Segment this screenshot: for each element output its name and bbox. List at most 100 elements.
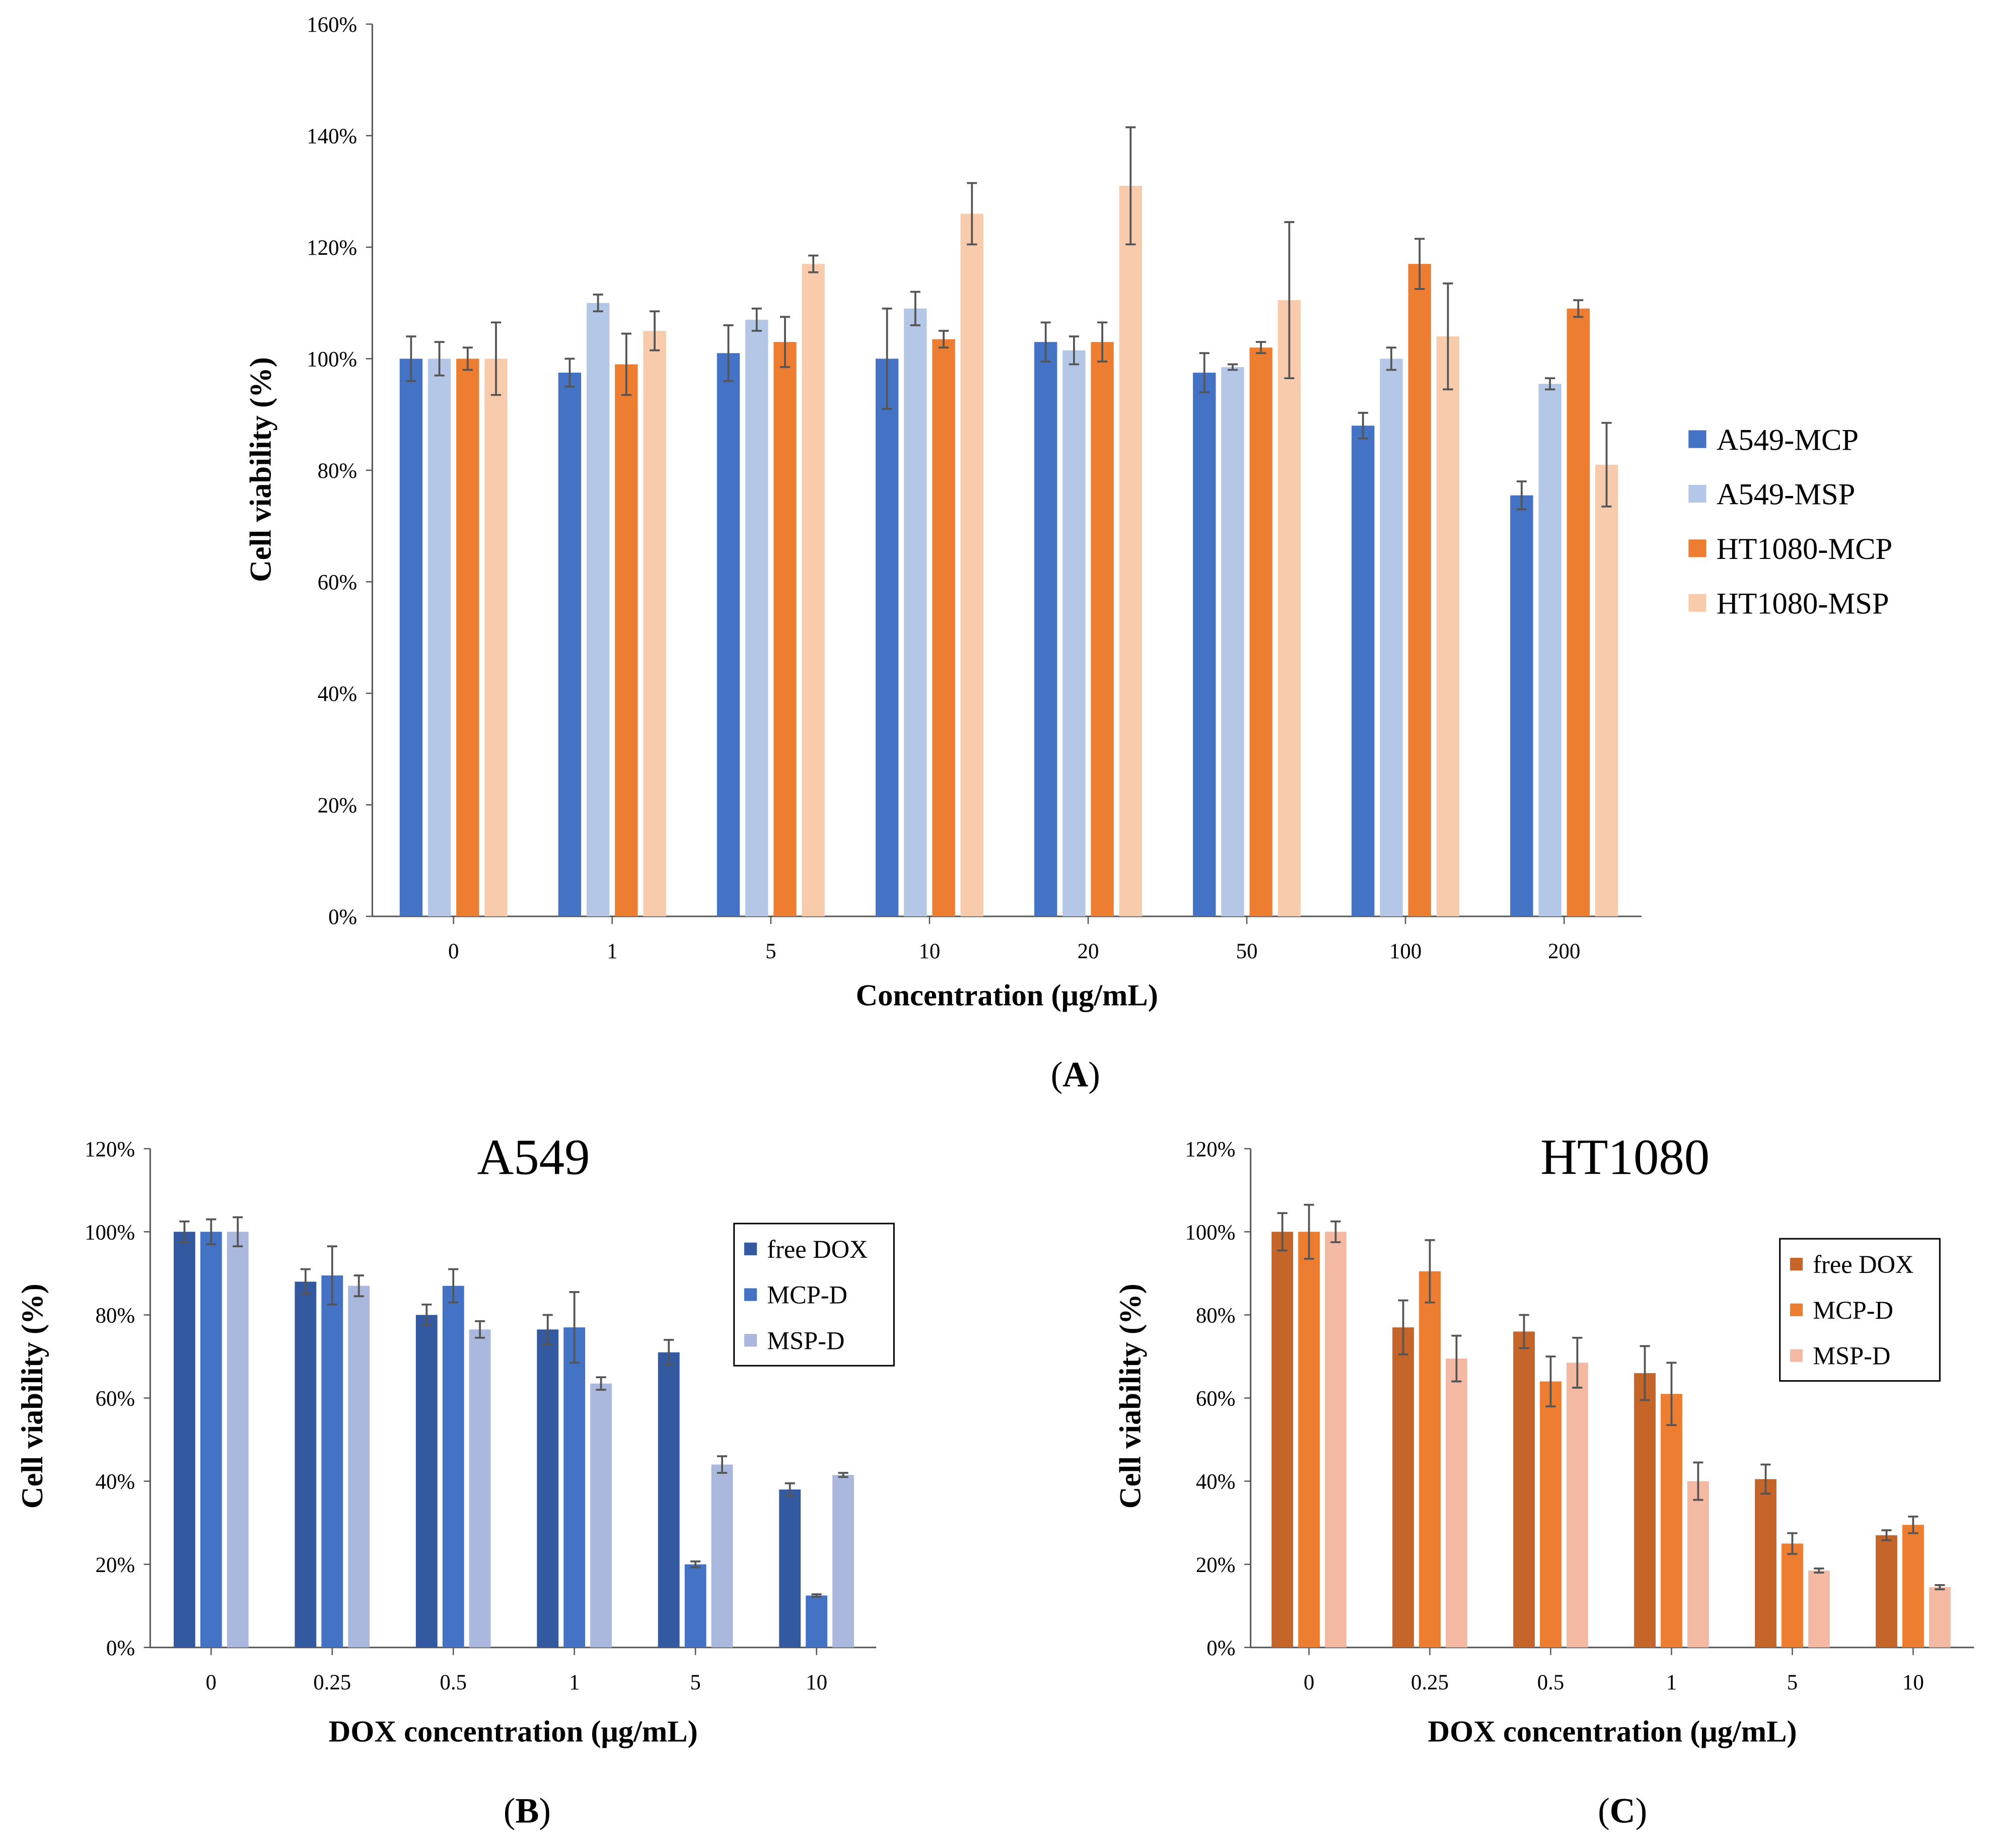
bar-msp-d — [1808, 1571, 1830, 1648]
bar-free-dox — [1755, 1479, 1776, 1648]
legend-label: HT1080-MSP — [1717, 587, 1889, 620]
legend-swatch — [744, 1242, 757, 1255]
y-tick-label: 80% — [318, 459, 358, 483]
bar-a549-msp — [1380, 359, 1403, 916]
bar-msp-d — [711, 1464, 733, 1648]
x-tick-label: 1 — [1666, 1671, 1677, 1694]
y-tick-label: 20% — [95, 1553, 135, 1577]
legend-swatch — [1688, 539, 1706, 557]
bar-mcp-d — [1661, 1394, 1682, 1648]
legend-label: free DOX — [1813, 1250, 1913, 1278]
bar-mcp-d — [1419, 1271, 1441, 1648]
legend-label: HT1080-MCP — [1717, 532, 1893, 566]
bar-mcp-d — [1902, 1525, 1924, 1648]
legend: A549-MCP A549-MSP HT1080-MCP HT1080-MSP — [1688, 423, 1892, 620]
y-tick-label: 0% — [328, 905, 357, 929]
bar-mcp-d — [563, 1327, 586, 1648]
panel-label: (B) — [504, 1792, 551, 1831]
x-tick-label: 5 — [690, 1671, 700, 1694]
bar-ht1080-mcp — [1567, 308, 1590, 916]
legend-swatch — [1688, 594, 1706, 612]
y-tick-label: 100% — [307, 348, 357, 372]
bar-msp-d — [1687, 1481, 1709, 1648]
x-tick-label: 10 — [806, 1671, 827, 1694]
y-tick-label: 60% — [1196, 1387, 1236, 1411]
y-tick-label: 60% — [95, 1387, 135, 1411]
x-tick-label: 5 — [765, 940, 776, 963]
x-tick-label: 10 — [919, 940, 941, 963]
chart-panel-b: 0% 20% 40% 60% 80% 100% 120% 0 0.25 0.5 1 5 10 DOX co… — [16, 1129, 895, 1831]
legend-label: MCP-D — [767, 1281, 847, 1309]
chart-title: A549 — [477, 1129, 590, 1185]
bar-a549-mcp — [1352, 425, 1375, 916]
legend-swatch — [1790, 1303, 1803, 1316]
bar-msp-d — [590, 1383, 612, 1648]
legend-swatch — [744, 1334, 757, 1347]
bar-a549-mcp — [875, 359, 899, 916]
y-tick-label: 160% — [307, 13, 357, 37]
panel-label: (C) — [1598, 1792, 1647, 1831]
bar-a549-mcp — [717, 353, 740, 916]
bar-mcp-d — [442, 1286, 464, 1648]
bar-free-dox — [415, 1315, 438, 1648]
bar-free-dox — [658, 1352, 680, 1648]
x-tick-label: 20 — [1078, 940, 1099, 963]
bar-a549-msp — [1221, 367, 1244, 916]
bar-mcp-d — [1540, 1381, 1561, 1648]
x-tick-label: 0.5 — [1537, 1671, 1565, 1694]
bar-mcp-d — [1298, 1232, 1320, 1648]
bar-ht1080-msp — [1436, 336, 1460, 916]
x-tick-label: 0 — [1304, 1671, 1314, 1694]
bar-a549-msp — [586, 303, 610, 916]
bar-a549-mcp — [1510, 495, 1533, 916]
legend-label: free DOX — [767, 1235, 868, 1263]
x-tick-label: 0 — [206, 1671, 217, 1694]
legend-label: A549-MSP — [1717, 478, 1856, 512]
bar-ht1080-mcp — [615, 364, 638, 916]
bar-mcp-d — [321, 1275, 343, 1648]
bar-free-dox — [1271, 1232, 1294, 1648]
legend-swatch — [1688, 430, 1706, 448]
chart-title: HT1080 — [1540, 1129, 1710, 1185]
bar-mcp-d — [806, 1595, 828, 1648]
legend: free DOX MCP-D MSP-D — [733, 1223, 895, 1367]
x-tick-label: 200 — [1548, 940, 1580, 963]
bar-ht1080-mcp — [1091, 342, 1114, 916]
y-tick-label: 120% — [1185, 1138, 1235, 1161]
y-tick-label: 120% — [307, 236, 357, 260]
x-axis-label: Concentration (μg/mL) — [856, 978, 1158, 1012]
x-tick-label: 0.25 — [1411, 1671, 1449, 1694]
y-tick-label: 80% — [95, 1304, 135, 1327]
bar-a549-mcp — [1193, 373, 1216, 916]
legend-box — [733, 1223, 895, 1367]
y-tick-label: 140% — [307, 125, 357, 149]
bar-msp-d — [469, 1329, 491, 1648]
panel-label: (A) — [1051, 1055, 1100, 1095]
bar-a549-msp — [1538, 384, 1561, 916]
y-tick-label: 60% — [318, 571, 358, 595]
y-tick-label: 100% — [85, 1221, 135, 1244]
bar-free-dox — [537, 1329, 559, 1648]
chart-panel-c: 0% 20% 40% 60% 80% 100% 120% 0 0.25 0.5 1 5 10 DOX co… — [1113, 1129, 1974, 1831]
bar-free-dox — [295, 1282, 317, 1648]
bar-ht1080-msp — [643, 331, 666, 916]
bar-free-dox — [1392, 1327, 1414, 1648]
bar-ht1080-mcp — [773, 342, 797, 916]
chart-panel-a: 0% 20% 40% 60% 80% 100% 120% 140% 160% 0 1 5 10 20 50 1… — [244, 13, 1892, 1095]
bar-msp-d — [1325, 1232, 1346, 1648]
bar-a549-mcp — [1034, 342, 1057, 916]
bar-ht1080-msp — [1595, 464, 1618, 916]
y-tick-label: 80% — [1196, 1304, 1236, 1327]
legend-swatch — [1790, 1349, 1803, 1362]
bar-mcp-d — [1782, 1543, 1803, 1648]
x-tick-label: 0.5 — [440, 1671, 467, 1694]
legend-label: MSP-D — [1813, 1342, 1890, 1370]
bar-free-dox — [1513, 1331, 1535, 1648]
y-tick-label: 40% — [1196, 1470, 1236, 1494]
bar-msp-d — [348, 1286, 370, 1648]
x-tick-label: 1 — [607, 940, 617, 963]
legend-label: A549-MCP — [1717, 423, 1859, 457]
bar-free-dox — [173, 1232, 195, 1648]
bar-ht1080-msp — [1119, 186, 1143, 916]
legend-label: MCP-D — [1813, 1296, 1893, 1324]
